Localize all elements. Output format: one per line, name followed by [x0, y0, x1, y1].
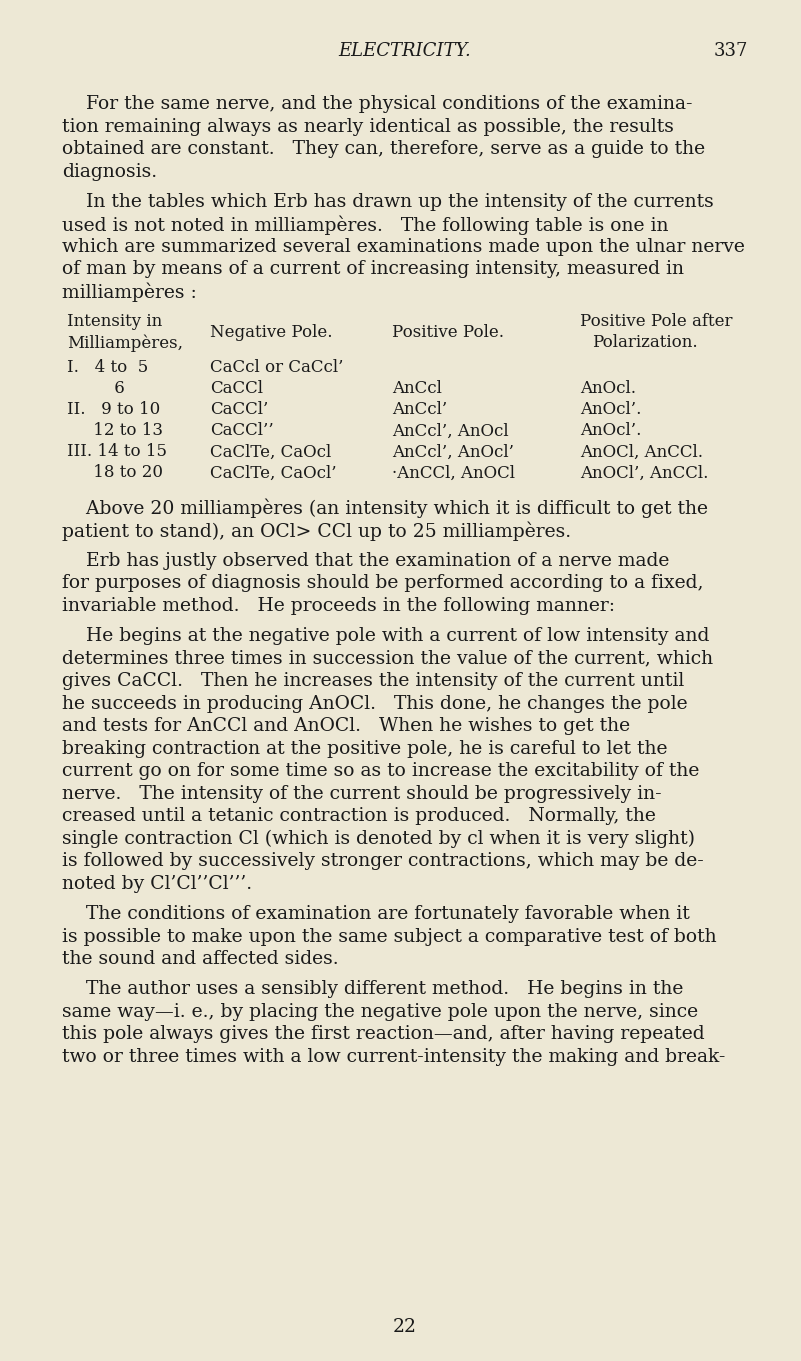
Text: single contraction Cl (which is denoted by cl when it is very slight): single contraction Cl (which is denoted …: [62, 830, 695, 848]
Text: diagnosis.: diagnosis.: [62, 162, 157, 181]
Text: AnCcl’, AnOcl’: AnCcl’, AnOcl’: [392, 444, 514, 460]
Text: Intensity in: Intensity in: [67, 313, 163, 331]
Text: used is not noted in milliampères.   The following table is one in: used is not noted in milliampères. The f…: [62, 215, 669, 235]
Text: determines three times in succession the value of the current, which: determines three times in succession the…: [62, 649, 713, 668]
Text: AnCcl’: AnCcl’: [392, 401, 447, 418]
Text: current go on for some time so as to increase the excitability of the: current go on for some time so as to inc…: [62, 762, 699, 780]
Text: 337: 337: [714, 42, 748, 60]
Text: which are summarized several examinations made upon the ulnar nerve: which are summarized several examination…: [62, 238, 745, 256]
Text: noted by Cl’Cl’’Cl’’’.: noted by Cl’Cl’’Cl’’’.: [62, 875, 252, 893]
Text: CaClTe, CaOcl’: CaClTe, CaOcl’: [210, 464, 336, 482]
Text: CaCCl’’: CaCCl’’: [210, 422, 274, 440]
Text: The author uses a sensibly different method.   He begins in the: The author uses a sensibly different met…: [62, 980, 683, 999]
Text: III. 14 to 15: III. 14 to 15: [67, 444, 167, 460]
Text: two or three times with a low current-intensity the making and break-: two or three times with a low current-in…: [62, 1048, 726, 1066]
Text: for purposes of diagnosis should be performed according to a fixed,: for purposes of diagnosis should be perf…: [62, 574, 703, 592]
Text: 12 to 13: 12 to 13: [67, 422, 163, 440]
Text: In the tables which Erb has drawn up the intensity of the currents: In the tables which Erb has drawn up the…: [62, 193, 714, 211]
Text: For the same nerve, and the physical conditions of the examina-: For the same nerve, and the physical con…: [62, 95, 693, 113]
Text: Above 20 milliampères (an intensity which it is difficult to get the: Above 20 milliampères (an intensity whic…: [62, 499, 708, 519]
Text: is possible to make upon the same subject a comparative test of both: is possible to make upon the same subjec…: [62, 928, 717, 946]
Text: 18 to 20: 18 to 20: [67, 464, 163, 482]
Text: AnOcl.: AnOcl.: [580, 381, 636, 397]
Text: milliampères :: milliampères :: [62, 283, 197, 302]
Text: AnOCl, AnCCl.: AnOCl, AnCCl.: [580, 444, 703, 460]
Text: the sound and affected sides.: the sound and affected sides.: [62, 950, 339, 968]
Text: CaCcl or CaCcl’: CaCcl or CaCcl’: [210, 359, 344, 377]
Text: Erb has justly observed that the examination of a nerve made: Erb has justly observed that the examina…: [62, 551, 670, 570]
Text: gives CaCCl.   Then he increases the intensity of the current until: gives CaCCl. Then he increases the inten…: [62, 672, 684, 690]
Text: AnCcl: AnCcl: [392, 381, 442, 397]
Text: patient to stand), an OCl> CCl up to 25 milliampères.: patient to stand), an OCl> CCl up to 25 …: [62, 521, 571, 540]
Text: this pole always gives the first reaction—and, after having repeated: this pole always gives the first reactio…: [62, 1025, 705, 1044]
Text: same way—i. e., by placing the negative pole upon the nerve, since: same way—i. e., by placing the negative …: [62, 1003, 698, 1021]
Text: obtained are constant.   They can, therefore, serve as a guide to the: obtained are constant. They can, therefo…: [62, 140, 705, 158]
Text: tion remaining always as nearly identical as possible, the results: tion remaining always as nearly identica…: [62, 117, 674, 136]
Text: AnOcl’.: AnOcl’.: [580, 401, 642, 418]
Text: CaCCl’: CaCCl’: [210, 401, 268, 418]
Text: of man by means of a current of increasing intensity, measured in: of man by means of a current of increasi…: [62, 260, 684, 279]
Text: He begins at the negative pole with a current of low intensity and: He begins at the negative pole with a cu…: [62, 627, 710, 645]
Text: Positive Pole.: Positive Pole.: [392, 324, 504, 340]
Text: Negative Pole.: Negative Pole.: [210, 324, 332, 340]
Text: AnOcl’.: AnOcl’.: [580, 422, 642, 440]
Text: II.   9 to 10: II. 9 to 10: [67, 401, 160, 418]
Text: 6: 6: [67, 381, 125, 397]
Text: creased until a tetanic contraction is produced.   Normally, the: creased until a tetanic contraction is p…: [62, 807, 656, 825]
Text: ELECTRICITY.: ELECTRICITY.: [339, 42, 471, 60]
Text: Polarization.: Polarization.: [592, 335, 698, 351]
Text: invariable method.   He proceeds in the following manner:: invariable method. He proceeds in the fo…: [62, 597, 615, 615]
Text: I.   4 to  5: I. 4 to 5: [67, 359, 148, 377]
Text: is followed by successively stronger contractions, which may be de-: is followed by successively stronger con…: [62, 852, 704, 870]
Text: Milliampères,: Milliampères,: [67, 335, 183, 351]
Text: he succeeds in producing AnOCl.   This done, he changes the pole: he succeeds in producing AnOCl. This don…: [62, 694, 687, 713]
Text: CaClTe, CaOcl: CaClTe, CaOcl: [210, 444, 332, 460]
Text: AnOCl’, AnCCl.: AnOCl’, AnCCl.: [580, 464, 708, 482]
Text: nerve.   The intensity of the current should be progressively in-: nerve. The intensity of the current shou…: [62, 785, 662, 803]
Text: Positive Pole after: Positive Pole after: [580, 313, 732, 331]
Text: The conditions of examination are fortunately favorable when it: The conditions of examination are fortun…: [62, 905, 690, 923]
Text: breaking contraction at the positive pole, he is careful to let the: breaking contraction at the positive pol…: [62, 739, 667, 758]
Text: 22: 22: [393, 1317, 417, 1337]
Text: CaCCl: CaCCl: [210, 381, 263, 397]
Text: AnCcl’, AnOcl: AnCcl’, AnOcl: [392, 422, 509, 440]
Text: ·AnCCl, AnOCl: ·AnCCl, AnOCl: [392, 464, 515, 482]
Text: and tests for AnCCl and AnOCl.   When he wishes to get the: and tests for AnCCl and AnOCl. When he w…: [62, 717, 630, 735]
